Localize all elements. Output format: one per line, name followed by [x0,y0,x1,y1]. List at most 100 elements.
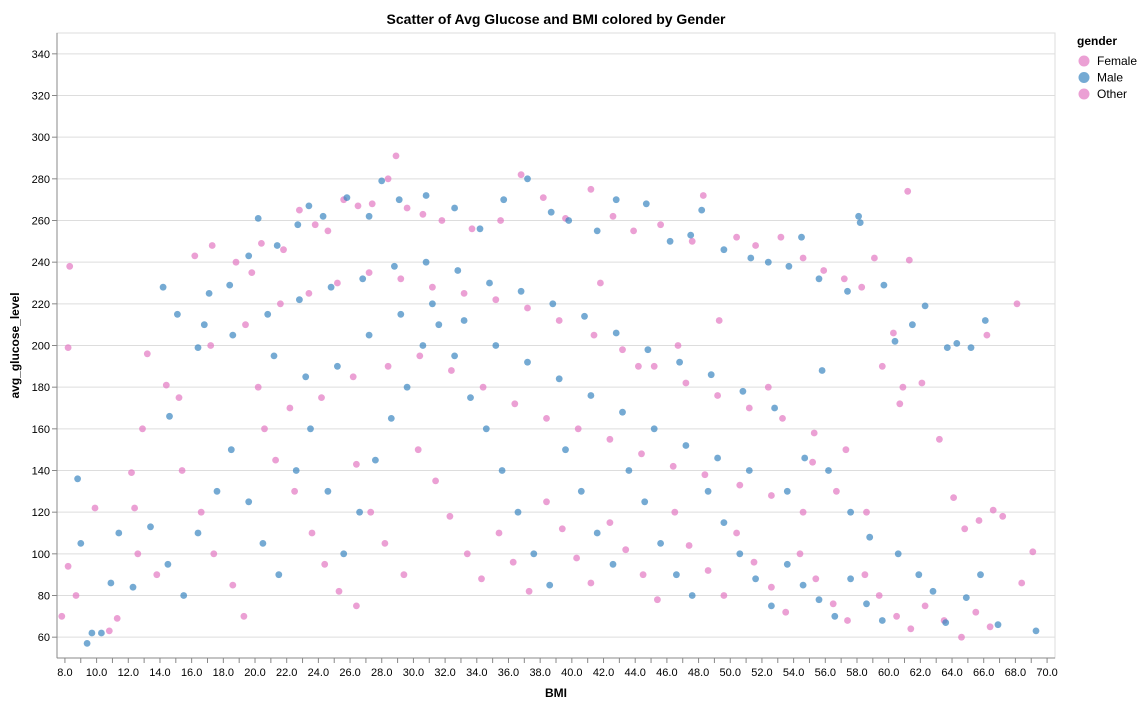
data-point [302,373,310,381]
data-point [311,221,319,229]
data-point [296,296,303,304]
y-tick-label: 300 [32,132,50,144]
data-point [83,640,91,647]
data-point [58,612,66,620]
data-point [467,394,474,401]
data-point [783,560,791,568]
data-point [400,571,408,579]
data-point [768,583,775,591]
legend-swatch-other [1078,88,1090,100]
data-point [381,540,389,547]
data-point [609,560,617,568]
data-point [194,529,202,537]
data-point [612,329,620,337]
data-point [782,608,790,616]
data-point [349,373,357,381]
data-point [635,362,642,370]
data-point [191,252,199,260]
data-point [999,512,1007,520]
data-point [962,594,970,601]
data-point [818,367,826,374]
data-point [460,290,468,297]
data-point [482,425,490,433]
data-point [1029,548,1037,556]
y-axis: 60 80 100 120 140 160 180 200 220 240 260 280 300 320… [32,33,58,658]
data-point [844,617,851,624]
data-point [166,412,173,420]
x-tick-label: 52.0 [751,667,772,679]
data-point [524,358,531,366]
data-point [720,519,728,526]
data-point [419,210,427,218]
data-point [606,519,614,526]
data-point [989,506,997,514]
data-point [733,529,740,537]
data-point [384,175,392,183]
data-point [752,242,759,249]
data-point [258,240,265,247]
data-point [779,415,786,422]
data-point [525,587,533,595]
x-tick-label: 16.0 [181,667,202,679]
data-point [365,331,373,339]
data-point [936,435,943,443]
x-tick-label: 20.0 [244,667,265,679]
data-point [139,425,146,433]
data-point [842,446,850,454]
data-point [240,612,248,620]
x-tick-label: 48.0 [688,667,709,679]
data-point [524,175,531,183]
data-point [468,225,476,233]
data-point [699,192,707,199]
data-point [785,262,793,270]
data-point [977,571,984,579]
data-point [764,383,772,391]
data-point [820,267,828,274]
data-point [327,283,335,291]
data-point [261,425,268,433]
data-point [180,592,188,599]
data-point [524,304,531,312]
data-point [419,342,427,349]
data-point [1013,300,1021,308]
data-point [715,317,723,324]
data-point [275,571,283,579]
data-point [479,383,487,391]
data-point [581,312,588,320]
series-male [74,175,1040,647]
data-point [880,281,888,289]
data-point [562,446,569,454]
data-point [72,592,80,599]
data-point [714,392,721,399]
y-tick-label: 100 [32,549,50,561]
data-point [294,221,302,229]
data-point [688,237,696,245]
data-point [334,279,341,287]
y-tick-label: 120 [32,507,50,519]
data-point [254,215,262,222]
data-point [701,471,709,479]
data-point [673,571,680,579]
data-point [438,217,446,224]
data-point [277,300,284,308]
data-point [573,554,580,562]
data-point [736,550,744,558]
data-point [492,296,500,304]
data-point [164,560,172,568]
data-point [777,233,785,241]
data-point [871,254,878,262]
data-point [530,550,538,558]
data-point [642,200,650,208]
data-point [378,177,386,185]
x-tick-label: 64.0 [941,667,962,679]
data-point [200,321,208,329]
data-point [825,467,832,474]
x-tick-label: 44.0 [624,667,645,679]
data-point [492,342,500,349]
data-point [448,367,455,374]
data-point [799,254,807,262]
legend-swatch-male [1078,72,1090,83]
data-point [894,550,902,558]
data-point [639,571,647,579]
data-point [194,344,202,351]
